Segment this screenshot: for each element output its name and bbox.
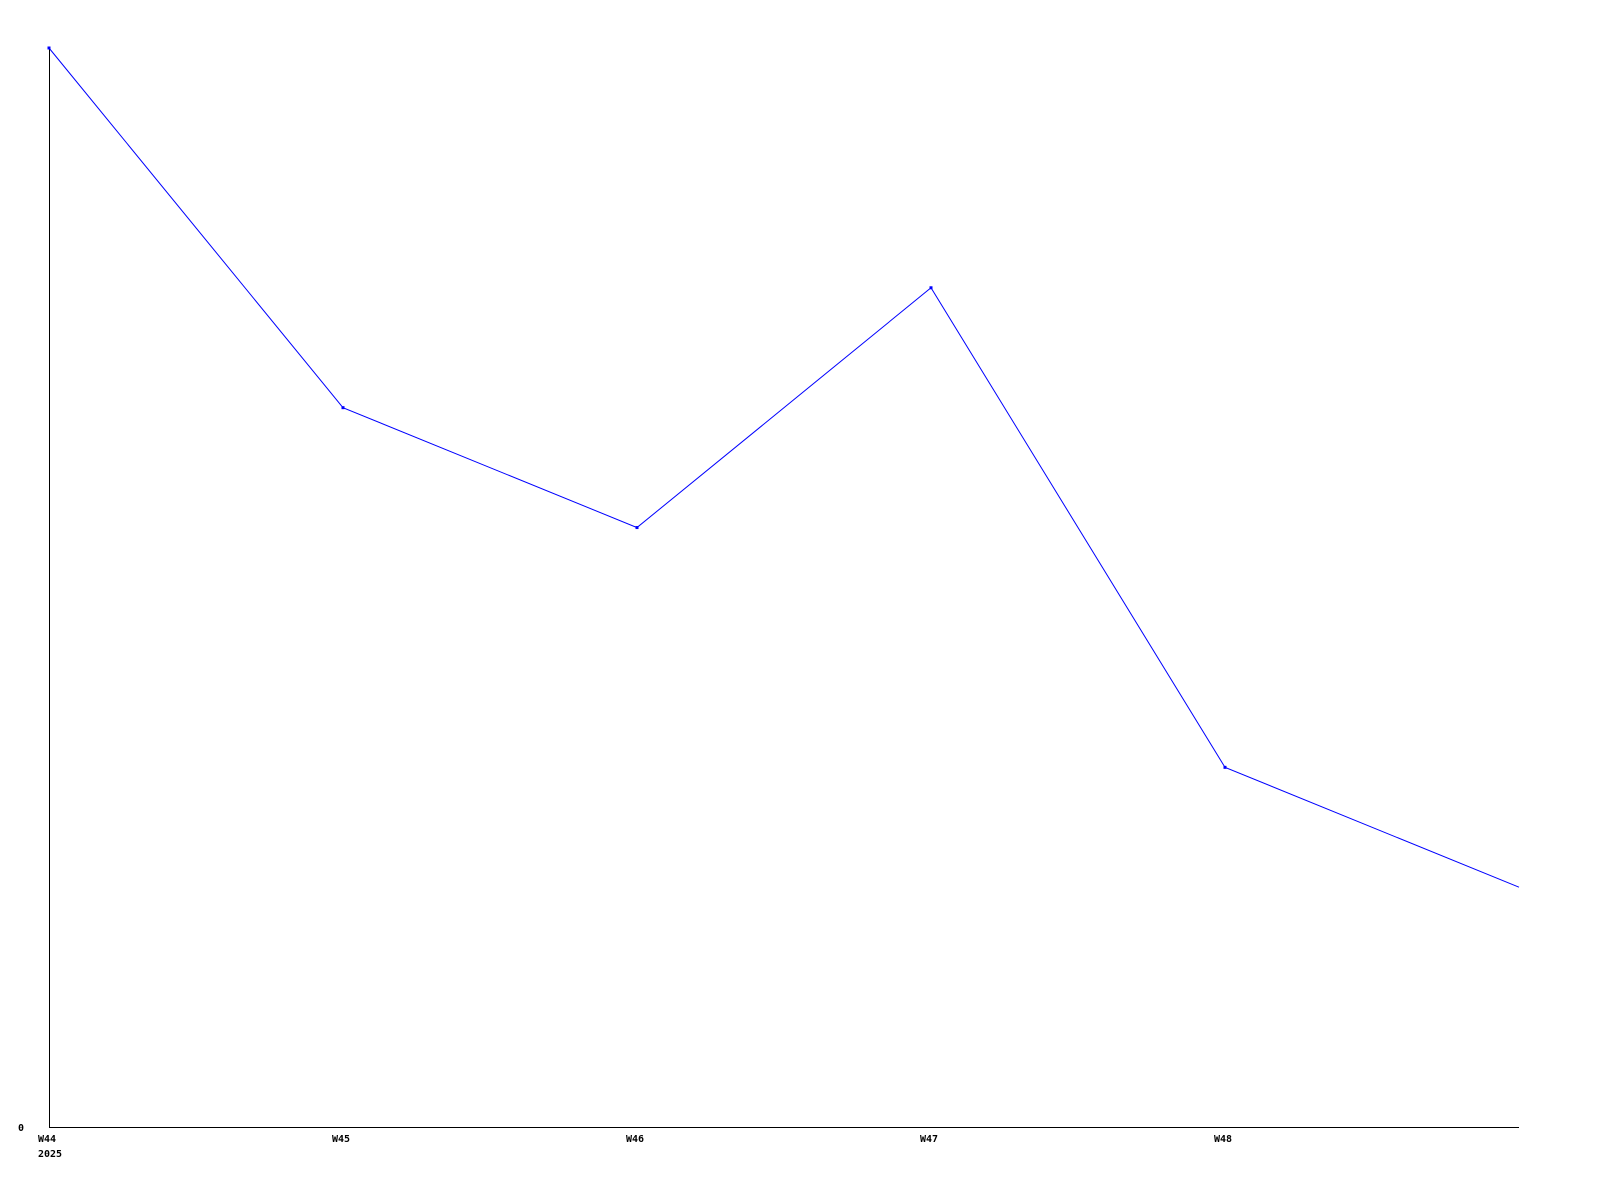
x-tick-label: W47 <box>920 1134 938 1145</box>
y-tick-label: 0 <box>18 1123 24 1134</box>
x-tick-label: W44 <box>38 1134 56 1145</box>
series-line <box>48 47 1520 888</box>
x-tick-label: W45 <box>332 1134 350 1145</box>
x-year-label: 2025 <box>38 1149 62 1160</box>
data-point <box>929 286 933 290</box>
x-tick-label: W48 <box>1214 1134 1232 1145</box>
data-point <box>47 46 51 50</box>
x-tick-label: W46 <box>626 1134 644 1145</box>
data-point <box>635 526 639 530</box>
data-point <box>1223 765 1227 769</box>
data-point <box>341 406 345 410</box>
